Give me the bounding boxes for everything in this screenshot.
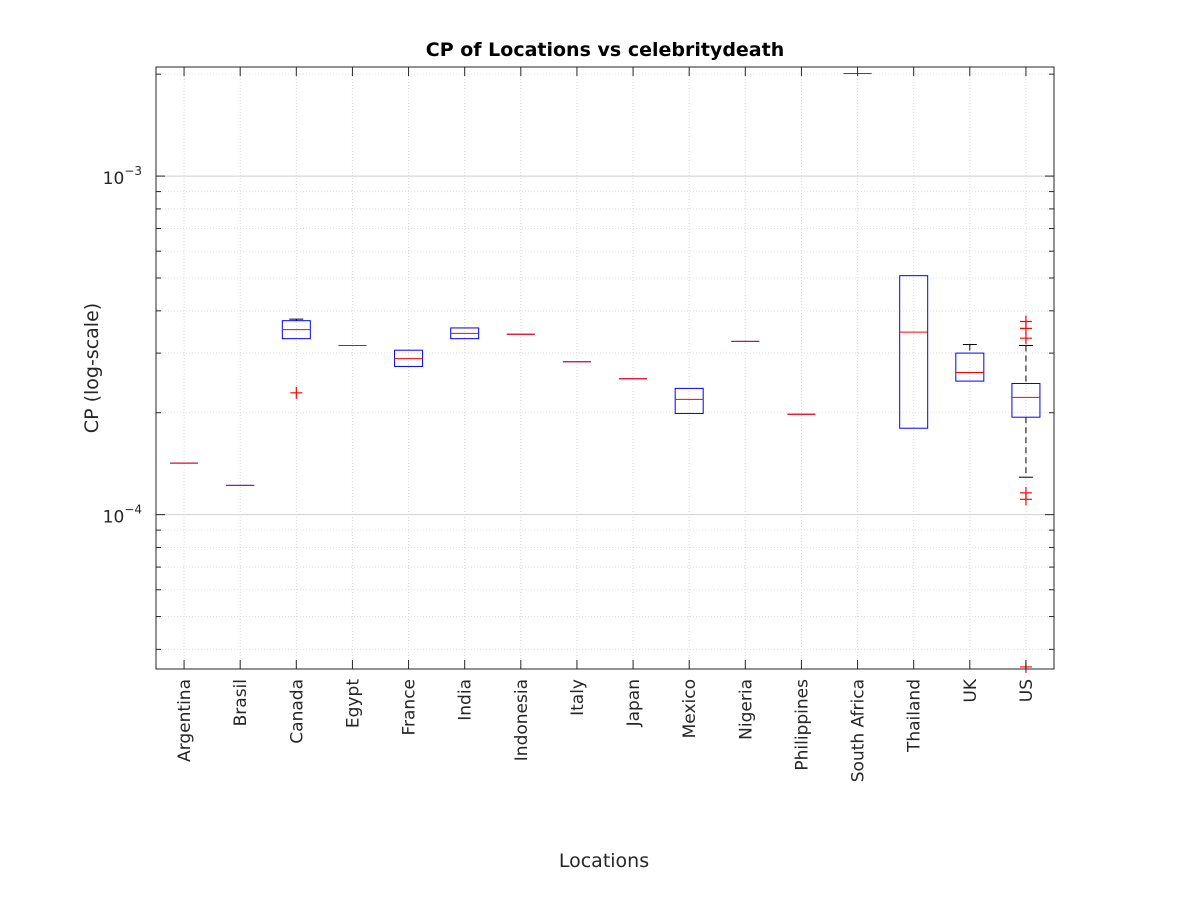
grid	[156, 67, 1054, 669]
box-canada	[281, 318, 311, 399]
x-tick-label: France	[400, 679, 420, 736]
x-tick-label: South Africa	[849, 679, 869, 782]
x-tick-label: Mexico	[680, 679, 700, 738]
outlier-point	[1019, 332, 1032, 345]
plot-area	[156, 67, 1054, 669]
y-axis-label: CP (log-scale)	[81, 303, 103, 433]
x-tick-label: Brasil	[231, 679, 251, 726]
iqr-box	[955, 352, 985, 382]
x-tick-label: Argentina	[175, 679, 195, 762]
x-tick-label: India	[456, 679, 476, 721]
x-tick-label: Thailand	[905, 679, 925, 753]
axes-frame	[155, 66, 1055, 670]
x-tick-label: US	[1017, 679, 1037, 702]
outlier-point	[1019, 493, 1032, 506]
box-france	[394, 349, 424, 367]
x-tick-label: Philippines	[792, 679, 812, 771]
outlier-point	[290, 386, 303, 399]
axes	[155, 66, 1055, 670]
box-mexico	[674, 387, 704, 414]
box-thailand	[899, 275, 929, 429]
y-tick-label: 10−3	[103, 164, 142, 189]
iqr-box	[674, 387, 704, 414]
box-us	[1011, 315, 1041, 673]
box-uk	[955, 344, 985, 382]
iqr-box	[1011, 382, 1041, 418]
box-india	[450, 327, 480, 340]
x-tick-label: Japan	[624, 679, 644, 727]
x-tick-label: Indonesia	[512, 679, 532, 761]
x-axis-label: Locations	[559, 850, 649, 872]
x-tick-label: Egypt	[343, 679, 363, 728]
boxes	[170, 72, 1041, 673]
x-tick-label: Nigeria	[736, 679, 756, 740]
x-tick-label: Italy	[568, 679, 588, 716]
chart-title: CP of Locations vs celebritydeath	[426, 39, 785, 61]
tick-labels: Argentina Brasil Canada Egypt France India Ind…	[103, 164, 1037, 782]
iqr-box	[899, 275, 929, 429]
y-tick-label: 10−4	[103, 503, 142, 528]
x-tick-label: UK	[961, 678, 981, 702]
x-tick-label: Canada	[287, 679, 307, 744]
